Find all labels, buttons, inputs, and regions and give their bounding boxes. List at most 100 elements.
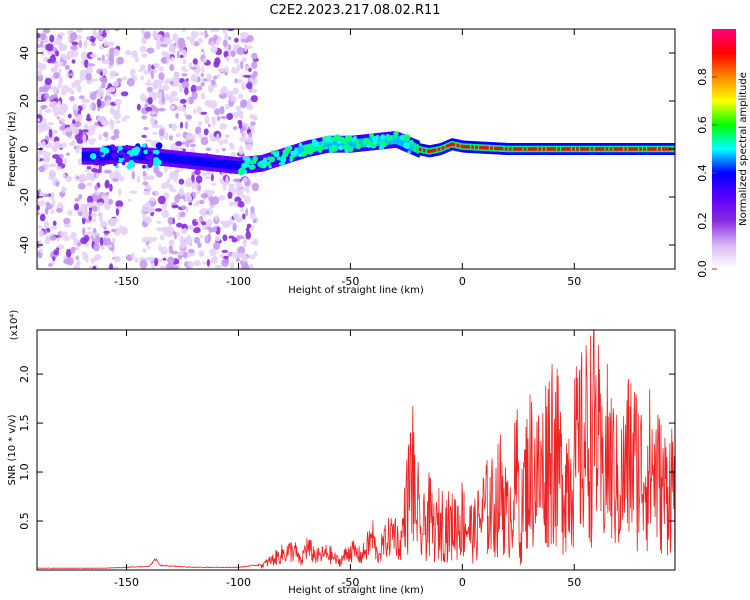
noise-cell <box>233 188 239 193</box>
noise-cell <box>103 40 108 47</box>
signal-cell <box>154 152 157 162</box>
noise-cell <box>141 115 148 120</box>
signal-cell <box>436 146 439 154</box>
noise-cell <box>235 181 243 189</box>
signal-cell <box>126 163 132 170</box>
signal-cell <box>597 147 600 151</box>
noise-cell <box>139 45 147 53</box>
noise-cell <box>181 224 185 229</box>
signal-cell <box>213 158 216 168</box>
signal-cell <box>280 156 285 161</box>
noise-cell <box>89 124 97 131</box>
noise-cell <box>216 133 220 142</box>
noise-cell <box>158 72 165 81</box>
noise-cell <box>175 133 181 138</box>
noise-cell <box>153 165 160 174</box>
noise-cell <box>70 246 76 254</box>
noise-cell <box>47 58 52 64</box>
signal-cell <box>260 160 265 165</box>
signal-cell <box>433 148 436 153</box>
noise-cell <box>56 166 62 171</box>
noise-cell <box>44 151 51 157</box>
signal-cell <box>414 143 418 153</box>
signal-cell <box>418 147 422 151</box>
noise-cell <box>78 95 85 100</box>
noise-cell <box>217 68 226 72</box>
signal-cell <box>195 156 199 166</box>
noise-cell <box>149 197 156 202</box>
signal-cell <box>209 158 212 168</box>
noise-cell <box>168 96 174 104</box>
signal-cell <box>276 156 281 161</box>
signal-cell <box>327 139 330 149</box>
noise-cell <box>152 81 159 90</box>
signal-cell <box>581 147 584 151</box>
signal-cell <box>425 147 428 154</box>
signal-cell <box>178 154 181 164</box>
noise-cell <box>181 29 186 32</box>
noise-cell <box>201 48 204 53</box>
noise-cell <box>219 123 227 130</box>
noise-cell <box>221 147 226 152</box>
noise-cell <box>163 37 170 45</box>
noise-cell <box>37 156 40 163</box>
noise-cell <box>173 82 180 87</box>
noise-cell <box>37 97 42 101</box>
noise-cell <box>71 59 76 64</box>
signal-cell <box>108 151 111 161</box>
noise-cell <box>110 135 117 141</box>
signal-cell <box>633 147 636 151</box>
noise-cell <box>37 225 43 229</box>
signal-cell <box>521 147 524 151</box>
noise-cell <box>143 69 150 75</box>
noise-cell <box>169 80 174 85</box>
signal-cell <box>480 145 483 150</box>
colorbar-label: Normalized spectral amplitude <box>738 72 749 226</box>
signal-cell <box>118 145 123 151</box>
signal-cell <box>511 145 514 153</box>
noise-cell <box>206 73 212 82</box>
signal-cell <box>226 159 229 170</box>
noise-cell <box>141 29 145 36</box>
noise-cell <box>82 227 86 237</box>
signal-cell <box>117 156 124 163</box>
noise-cell <box>63 217 71 225</box>
signal-cell <box>621 147 624 151</box>
signal-cell <box>629 147 632 151</box>
signal-cell <box>163 153 166 163</box>
noise-cell <box>171 123 178 130</box>
signal-cell <box>165 153 168 163</box>
noise-cell <box>220 88 224 95</box>
noise-cell <box>150 117 155 125</box>
noise-cell <box>70 45 78 51</box>
signal-cell <box>577 147 580 151</box>
noise-cell <box>186 266 191 269</box>
noise-cell <box>237 201 245 208</box>
noise-cell <box>174 195 180 203</box>
signal-cell <box>636 147 639 151</box>
signal-cell <box>267 156 271 160</box>
noise-cell <box>91 205 98 212</box>
signal-cell <box>155 152 158 162</box>
noise-cell <box>93 227 97 234</box>
signal-cell <box>343 144 350 151</box>
noise-cell <box>83 39 88 49</box>
noise-cell <box>250 121 256 126</box>
noise-cell <box>110 228 117 233</box>
noise-cell <box>190 31 199 39</box>
signal-cell <box>588 147 591 151</box>
noise-cell <box>43 220 49 229</box>
noise-cell <box>180 227 188 235</box>
noise-cell <box>112 81 120 88</box>
noise-cell <box>66 152 70 156</box>
noise-cell <box>65 127 71 133</box>
noise-cell <box>227 191 233 199</box>
signal-cell <box>332 139 336 149</box>
noise-cell <box>103 230 110 234</box>
noise-cell <box>146 47 155 54</box>
noise-cell <box>147 63 152 70</box>
noise-cell <box>79 203 87 212</box>
noise-cell <box>91 42 96 47</box>
signal-cell <box>487 146 490 150</box>
noise-cell <box>214 108 221 116</box>
